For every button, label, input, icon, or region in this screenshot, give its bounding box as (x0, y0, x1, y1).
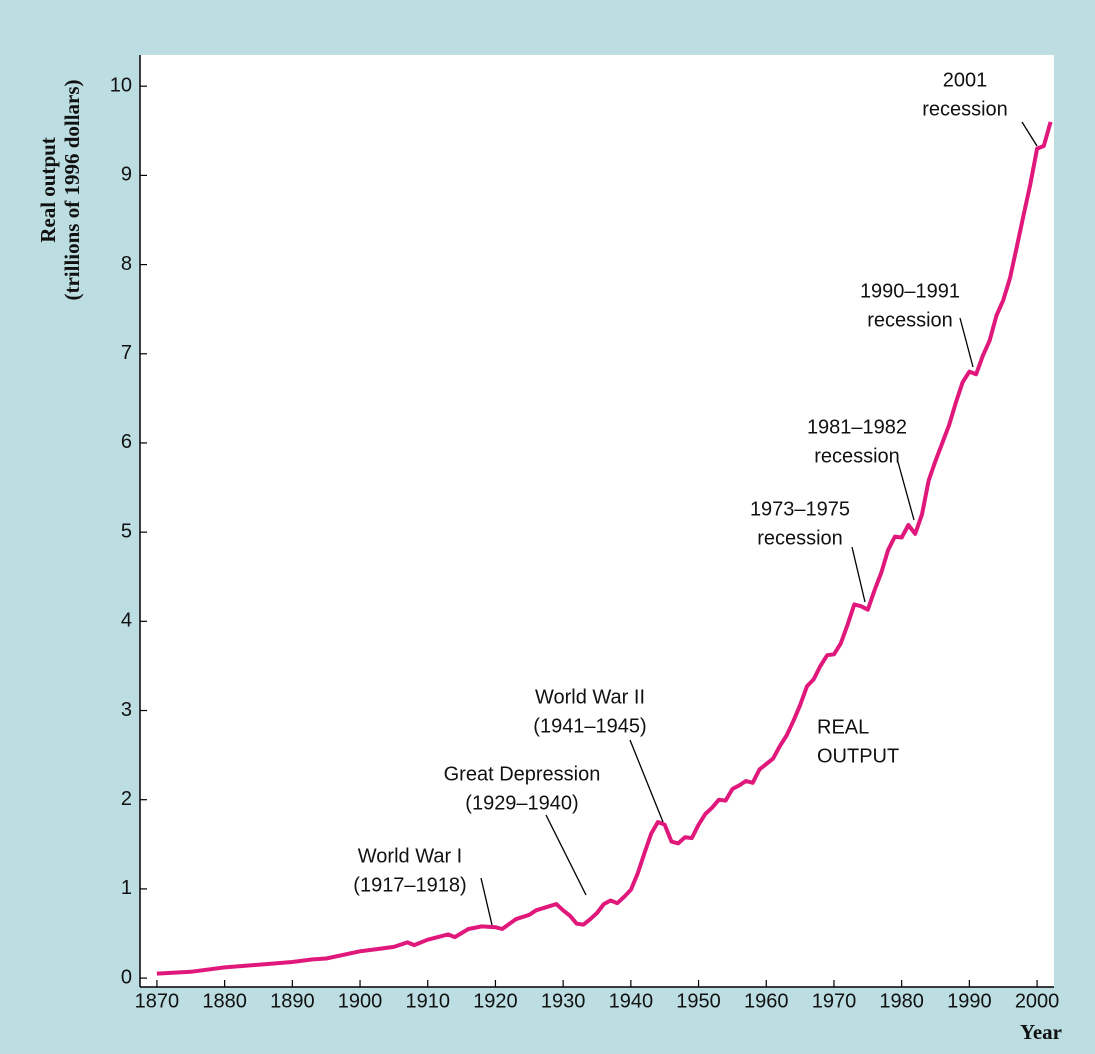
x-tick-label: 1910 (405, 990, 450, 1012)
y-tick-label: 7 (121, 342, 132, 364)
annotation-pointer (897, 461, 915, 521)
line (156, 121, 1053, 976)
y-axis-label: (trillions of 1996 dollars) (60, 79, 84, 300)
y-tick-label: 2 (121, 788, 132, 810)
annotation-pointer (1021, 121, 1038, 147)
annotation: OUTPUT (817, 745, 899, 767)
annotation: recession (867, 309, 953, 331)
y-tick-label: 10 (110, 74, 132, 96)
annotation: REAL (817, 716, 869, 738)
y-axis-label: Real output (36, 137, 60, 243)
y-tick-label: 4 (121, 610, 132, 632)
x-tick-label: 1970 (812, 990, 857, 1012)
annotation: (1941–1945) (533, 715, 646, 737)
plot-area (140, 55, 1054, 987)
annotation: 2001 (943, 69, 988, 91)
y-tick-label: 5 (121, 520, 132, 542)
annotation: 1973–1975 (750, 498, 850, 520)
x-tick-label: 1870 (135, 990, 180, 1012)
annotation-pointer (545, 814, 587, 896)
annotation: Great Depression (444, 763, 601, 785)
x-tick-label: 1920 (473, 990, 518, 1012)
x-axis-label: Year (1020, 1020, 1062, 1044)
annotation-pointer (629, 739, 664, 823)
y-tick-label: 3 (121, 699, 132, 721)
annotation-pointer (851, 546, 866, 603)
x-tick-label: 1990 (947, 990, 992, 1012)
y-tick-label: 6 (121, 431, 132, 453)
annotation: 1990–1991 (860, 280, 960, 302)
annotation: recession (757, 527, 843, 549)
x-tick-label: 1940 (609, 990, 654, 1012)
annotation: recession (922, 98, 1008, 120)
x-tick-label: 1880 (202, 990, 247, 1012)
x-tick-label: 1930 (541, 990, 586, 1012)
x-tick-label: 1950 (676, 990, 721, 1012)
annotation: 1981–1982 (807, 416, 907, 438)
y-tick-label: 0 (121, 966, 132, 988)
x-tick-label: 1900 (338, 990, 383, 1012)
y-tick-label: 9 (121, 164, 132, 186)
annotation: recession (814, 445, 900, 467)
annotation: (1917–1918) (353, 874, 466, 896)
x-tick-label: 1890 (270, 990, 315, 1012)
y-tick-label: 1 (121, 877, 132, 899)
x-tick-label: 1980 (879, 990, 924, 1012)
annotation: (1929–1940) (465, 792, 578, 814)
x-tick-label: 2000 (1015, 990, 1060, 1012)
annotation: World War II (535, 686, 645, 708)
annotation-pointer (480, 877, 493, 926)
annotation-pointer (959, 317, 974, 368)
annotation: World War I (358, 845, 462, 867)
x-tick-label: 1960 (744, 990, 789, 1012)
y-tick-label: 8 (121, 253, 132, 275)
